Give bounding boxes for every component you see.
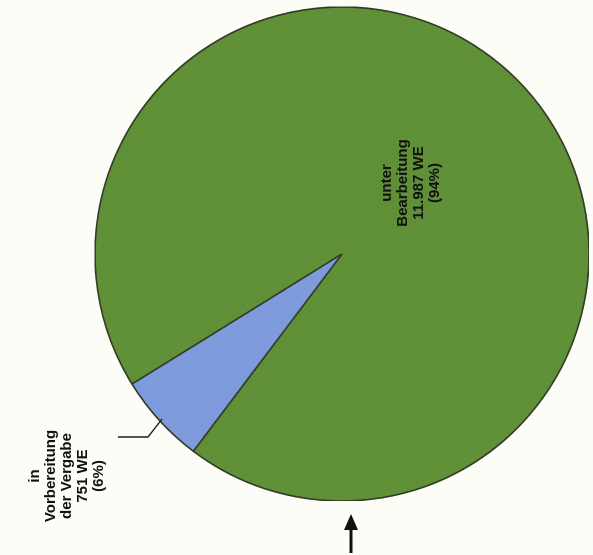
label-line: (6%) xyxy=(90,460,107,492)
label-line: 11.987 WE xyxy=(410,146,427,219)
label-line: Vorbereitung xyxy=(42,430,59,522)
slice-label-in-vorbereitung: in Vorbereitung der Vergabe 751 WE (6%) xyxy=(26,430,107,522)
label-line: der Vergabe xyxy=(58,433,75,519)
label-line: 751 WE xyxy=(74,449,91,502)
label-line: (94%) xyxy=(426,163,443,203)
leader-line xyxy=(118,418,163,438)
label-line: in xyxy=(26,469,43,482)
label-line: Bearbeitung xyxy=(394,139,411,227)
slice-label-unter-bearbeitung: unter Bearbeitung 11.987 WE (94%) xyxy=(378,139,443,227)
label-line: unter xyxy=(378,164,395,202)
arrow-up-icon xyxy=(344,514,358,553)
pie-slices xyxy=(94,6,590,502)
pie-slice-in-vorbereitung xyxy=(130,253,343,453)
